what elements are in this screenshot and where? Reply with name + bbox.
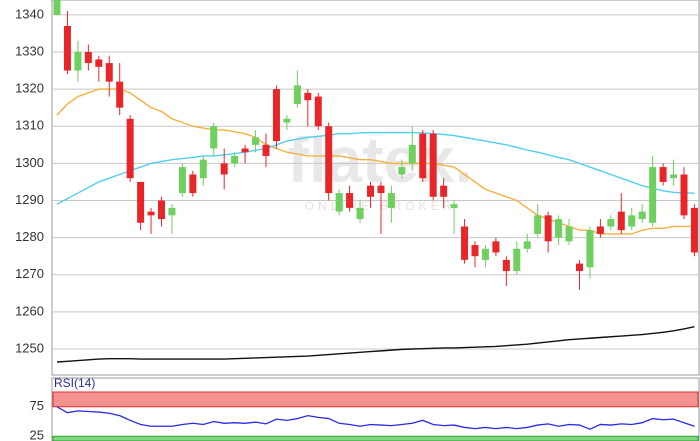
candle-body (304, 92, 312, 101)
candle-body (63, 25, 71, 71)
candle-body (189, 174, 197, 194)
candle-body (523, 241, 531, 249)
watermark-subtitle: ONLINE BROKER (305, 199, 456, 213)
candle-body (356, 207, 364, 220)
candle-body (440, 185, 448, 197)
candle-body (377, 185, 385, 194)
candle-body (272, 89, 280, 142)
candle-body (387, 193, 395, 208)
candle-body (178, 167, 186, 194)
candle-body (461, 226, 469, 260)
candle-body (53, 0, 61, 15)
rsi-panel (51, 377, 700, 441)
candle-body (220, 163, 228, 175)
candle-body (628, 215, 636, 227)
y-tick-label: 1270 (15, 266, 44, 281)
candle-body (293, 85, 301, 104)
candle-body (262, 144, 270, 156)
candle-body (95, 59, 103, 67)
candle-body (638, 211, 646, 220)
candle-body (210, 126, 218, 149)
candle-body (147, 211, 155, 216)
rsi-line (56, 406, 695, 430)
y-tick-label: 1300 (15, 155, 44, 170)
candle-body (158, 200, 165, 220)
candle-body (690, 207, 698, 253)
candle-body (419, 133, 427, 179)
candle-body (492, 241, 500, 253)
candle-body (659, 167, 667, 182)
candle-body (408, 144, 416, 164)
candle-body (367, 185, 374, 197)
candle-body (241, 148, 249, 153)
candle-body (168, 207, 176, 216)
candle-body (126, 118, 134, 179)
candle-body (481, 248, 489, 260)
candle-body (252, 137, 260, 145)
y-tick-label: 1320 (15, 81, 44, 96)
candle-body (429, 133, 437, 197)
candle-body (617, 211, 625, 231)
candle-body (335, 193, 343, 212)
candle-body (84, 51, 92, 64)
candle-body (199, 159, 207, 179)
candle-body (596, 226, 604, 234)
candle-body (607, 219, 615, 227)
y-tick-label: 25 (30, 428, 44, 441)
candle-body (586, 230, 594, 268)
candle-body (398, 167, 406, 175)
y-tick-label: 1260 (15, 303, 44, 318)
candle-body (471, 245, 479, 257)
y-tick-label: 1310 (15, 118, 44, 133)
candle-body (450, 204, 458, 208)
candle-body (513, 248, 521, 272)
candle-body (346, 193, 354, 208)
moving-average-line (56, 326, 695, 363)
candle-body (649, 167, 657, 223)
candle-body (670, 174, 678, 179)
candle-body (565, 226, 573, 242)
oversold-band (52, 435, 699, 441)
overbought-band (52, 391, 699, 408)
candle-body (576, 263, 583, 272)
candle-body (283, 118, 291, 123)
moving-average-line (56, 88, 695, 235)
candle-body (314, 96, 322, 127)
y-tick-label: 1280 (15, 229, 44, 244)
candle-body (105, 63, 113, 82)
price-panel (51, 0, 700, 376)
y-tick-label: 1340 (15, 6, 44, 21)
candle-body (555, 219, 563, 238)
y-tick-label: 1250 (15, 340, 44, 355)
y-tick-label: 1290 (15, 192, 44, 207)
y-tick-label: 75 (30, 398, 44, 413)
y-tick-label: 1330 (15, 43, 44, 58)
candle-body (544, 215, 552, 242)
rsi-title: RSI(14) (54, 376, 95, 390)
candle-body (74, 51, 82, 71)
moving-average-line (56, 131, 695, 205)
candle-body (680, 174, 688, 216)
candle-body (534, 215, 542, 234)
candle-body (137, 181, 145, 223)
candle-body (116, 81, 124, 108)
candle-body (502, 259, 510, 272)
candle-body (231, 155, 239, 164)
candle-body (325, 126, 333, 194)
